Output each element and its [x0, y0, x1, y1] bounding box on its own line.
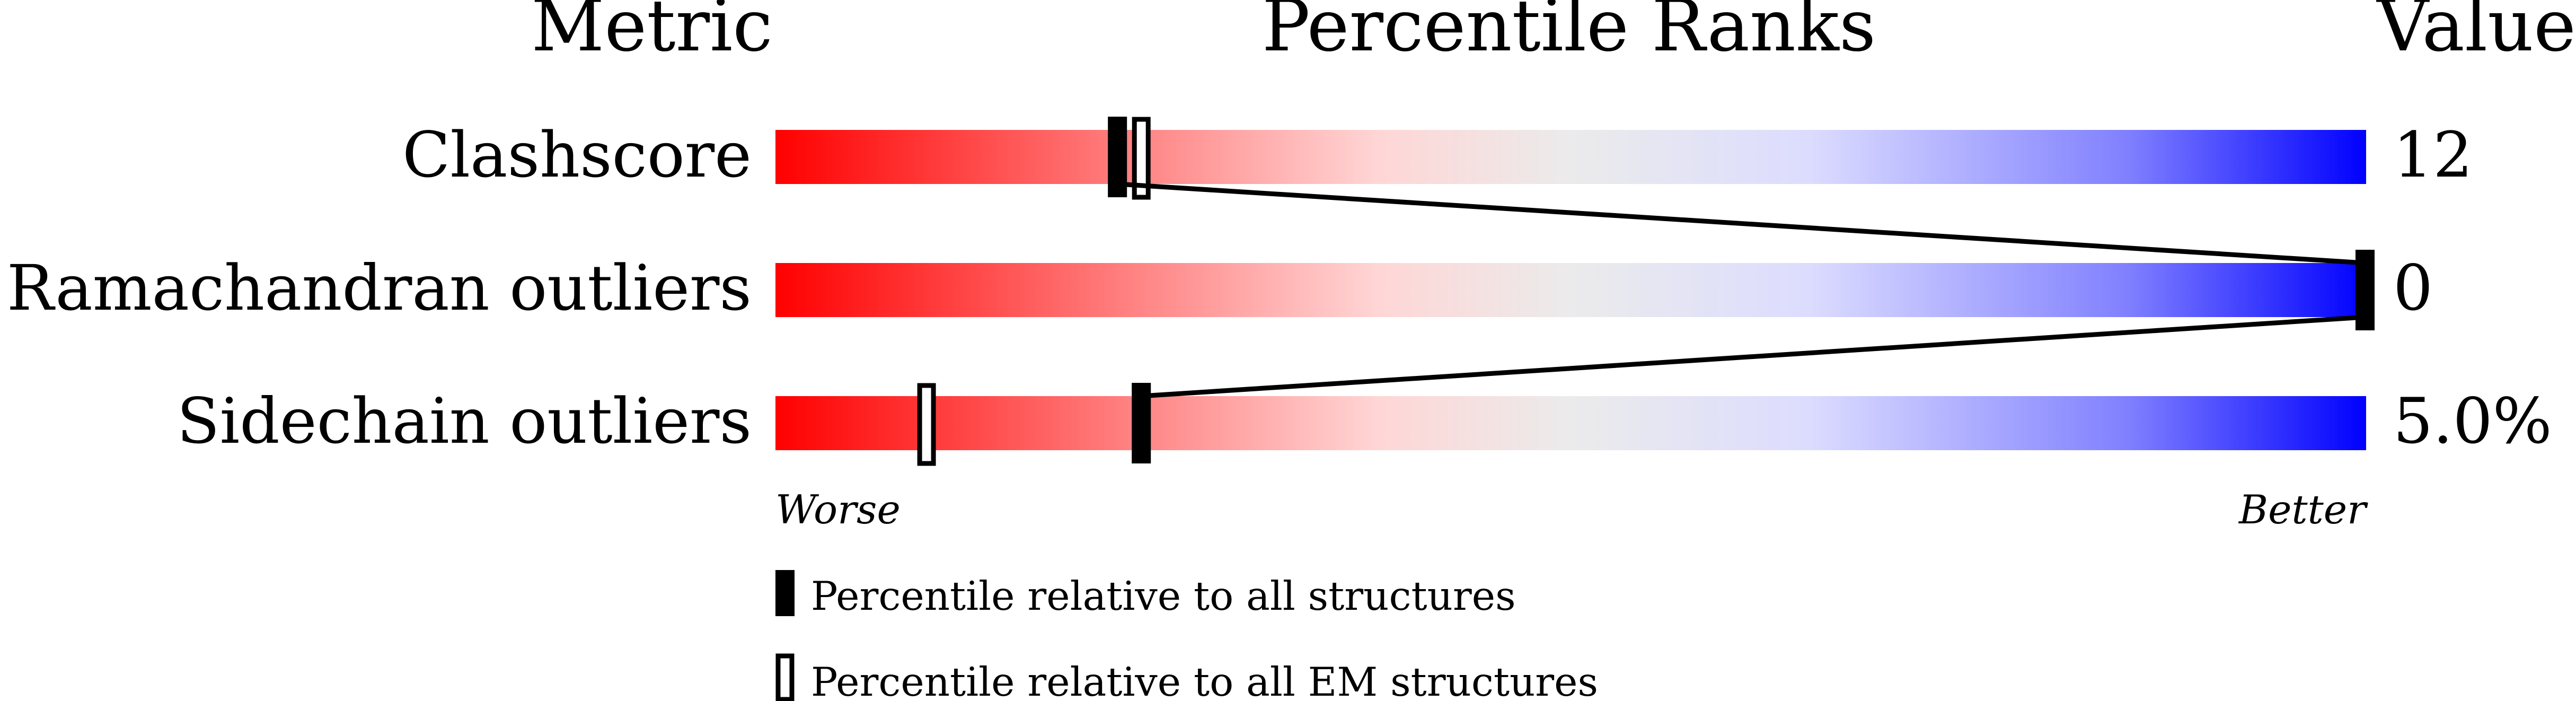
- percentile-bar: [775, 263, 2366, 317]
- metric-value: 12: [2393, 118, 2473, 191]
- header-metric: Metric: [531, 0, 773, 67]
- em-percentile-marker: [917, 383, 936, 466]
- legend-filled-marker: [775, 570, 795, 616]
- connector-line: [1141, 314, 2366, 399]
- better-label: Better: [2238, 486, 2368, 533]
- header-ranks: Percentile Ranks: [1262, 0, 1876, 67]
- metric-value: 0: [2393, 251, 2433, 325]
- legend-label-all: Percentile relative to all structures: [811, 573, 1516, 619]
- connector-line: [1117, 181, 2366, 266]
- worse-label: Worse: [775, 486, 901, 533]
- percentile-bar: [775, 130, 2366, 184]
- metric-value: 5.0%: [2393, 384, 2552, 458]
- legend: Percentile relative to all structures Pe…: [775, 570, 1598, 701]
- percentile-bar: [775, 396, 2366, 450]
- metric-label: Clashscore: [402, 118, 752, 191]
- metric-label: Sidechain outliers: [177, 384, 752, 458]
- legend-open-marker: [775, 653, 795, 701]
- header-value: Value: [2376, 0, 2576, 67]
- metric-label: Ramachandran outliers: [7, 251, 752, 325]
- legend-label-em: Percentile relative to all EM structures: [811, 659, 1598, 701]
